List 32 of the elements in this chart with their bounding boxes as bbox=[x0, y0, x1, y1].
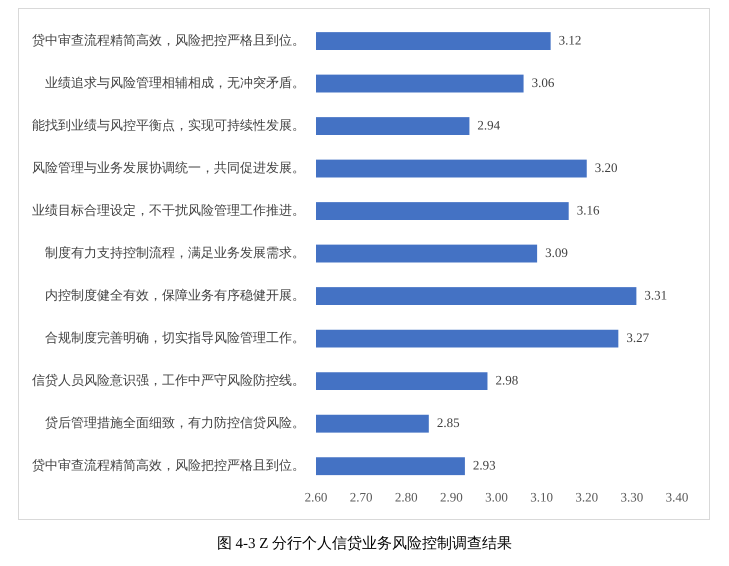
x-tick-label: 2.90 bbox=[440, 490, 463, 505]
y-tick-label: 能找到业绩与风控平衡点，实现可持续性发展。 bbox=[32, 117, 305, 132]
x-tick-label: 3.40 bbox=[666, 490, 688, 505]
data-label: 3.31 bbox=[644, 288, 668, 303]
y-tick-label: 合规制度完善明确，切实指导风险管理工作。 bbox=[45, 330, 305, 346]
data-label: 3.09 bbox=[545, 245, 568, 260]
y-tick-label: 制度有力支持控制流程，满足业务发展需求。 bbox=[45, 245, 305, 260]
y-tick-label: 内控制度健全有效，保障业务有序稳健开展。 bbox=[45, 288, 305, 303]
y-tick-label: 贷中审查流程精简高效，风险把控严格且到位。 bbox=[32, 458, 305, 473]
data-label: 2.98 bbox=[495, 372, 518, 388]
data-label: 3.12 bbox=[558, 32, 582, 48]
x-tick-label: 3.30 bbox=[620, 490, 644, 505]
data-label: 2.94 bbox=[477, 117, 501, 132]
x-tick-label: 2.60 bbox=[304, 490, 328, 505]
data-label: 2.85 bbox=[436, 415, 460, 430]
data-label: 3.16 bbox=[576, 202, 600, 218]
y-tick-label: 信贷人员风险意识强，工作中严守风险防控线。 bbox=[32, 372, 305, 388]
x-tick-label: 3.00 bbox=[485, 490, 508, 505]
x-tick-label: 2.80 bbox=[394, 490, 418, 505]
y-tick-label: 贷中审查流程精简高效，风险把控严格且到位。 bbox=[32, 32, 305, 48]
data-label: 2.93 bbox=[472, 458, 496, 473]
y-tick-label: 贷后管理措施全面细致，有力防控信贷风险。 bbox=[45, 415, 305, 430]
data-label: 3.06 bbox=[532, 74, 555, 90]
text: 图 4-3 Z 分行个人信贷业务风险控制调查结果 bbox=[216, 534, 514, 553]
y-tick-label: 风险管理与业务发展协调统一，共同促进发展。 bbox=[32, 160, 305, 176]
x-tick-label: 3.20 bbox=[575, 490, 598, 505]
data-label: 3.27 bbox=[626, 330, 650, 346]
x-tick-label: 3.10 bbox=[530, 490, 553, 505]
y-tick-label: 业绩追求与风险管理相辅相成，无冲突矛盾。 bbox=[45, 74, 305, 90]
data-label: 3.20 bbox=[594, 160, 618, 176]
x-tick-label: 2.70 bbox=[350, 490, 372, 505]
y-tick-label: 业绩目标合理设定，不干扰风险管理工作推进。 bbox=[32, 202, 305, 218]
